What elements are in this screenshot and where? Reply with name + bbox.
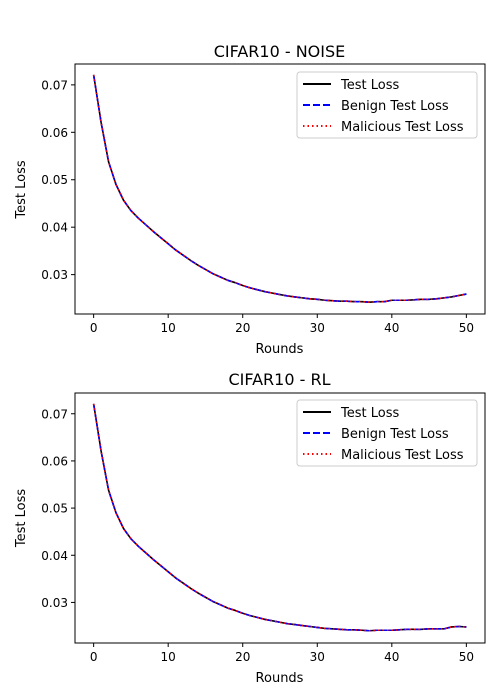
plot-area: 0 10 20 30 40 50 0.03 0.04 0.05 0.06 0.07 — [41, 392, 486, 664]
y-tick-label: 0.04 — [41, 221, 68, 235]
series-line-malicious-test-loss — [92, 74, 467, 303]
legend-label-benign-test-loss: Benign Test Loss — [341, 427, 449, 442]
y-tick-label: 0.06 — [41, 126, 68, 140]
x-tick-label: 30 — [310, 321, 325, 335]
chart-panel-rl: CIFAR10 - RL 0 10 20 30 40 50 0.03 0.04 0.05 0.06… — [14, 370, 486, 686]
plot-area: 0 10 20 30 40 50 0.03 0.04 0.05 0.06 0.07 — [41, 63, 486, 335]
legend-label-benign-test-loss: Benign Test Loss — [341, 99, 449, 114]
x-tick-label: 10 — [161, 650, 176, 664]
legend-frame — [296, 399, 478, 467]
x-tick-label: 50 — [459, 321, 474, 335]
x-tick-label: 40 — [384, 321, 399, 335]
x-tick-label: 10 — [161, 321, 176, 335]
y-tick-label: 0.05 — [41, 502, 68, 516]
x-axis-label: Rounds — [256, 671, 304, 686]
x-tick-label: 20 — [235, 321, 250, 335]
x-tick-label: 50 — [459, 650, 474, 664]
x-tick-label: 30 — [310, 650, 325, 664]
legend: Test Loss Benign Test Loss Malicious Tes… — [296, 399, 478, 467]
x-axis-label: Rounds — [256, 342, 304, 357]
legend-label-malicious-test-loss: Malicious Test Loss — [341, 448, 464, 463]
series-line-malicious-test-loss — [92, 403, 467, 632]
legend-label-malicious-test-loss: Malicious Test Loss — [341, 120, 464, 135]
x-tick-label: 0 — [90, 321, 98, 335]
y-tick-label: 0.03 — [41, 268, 68, 282]
legend-frame — [296, 71, 478, 139]
y-tick-label: 0.06 — [41, 454, 68, 468]
y-tick-label: 0.05 — [41, 173, 68, 187]
legend-label-test-loss: Test Loss — [340, 78, 399, 93]
y-axis-label: Test Loss — [14, 489, 29, 548]
x-tick-label: 20 — [235, 650, 250, 664]
chart-title: CIFAR10 - RL — [228, 370, 330, 389]
y-axis-label: Test Loss — [14, 160, 29, 219]
axes-frame — [74, 63, 486, 315]
legend: Test Loss Benign Test Loss Malicious Tes… — [296, 71, 478, 139]
x-tick-label: 40 — [384, 650, 399, 664]
y-tick-label: 0.07 — [41, 407, 68, 421]
chart-panel-noise: CIFAR10 - NOISE 0 10 20 30 40 500.030.040.050… — [14, 42, 486, 357]
x-tick-label: 0 — [90, 650, 98, 664]
y-tick-label: 0.04 — [41, 549, 68, 563]
legend-label-test-loss: Test Loss — [340, 406, 399, 421]
axes-frame — [74, 392, 486, 644]
chart-title: CIFAR10 - NOISE — [214, 42, 346, 61]
y-tick-label: 0.03 — [41, 596, 68, 610]
y-tick-label: 0.07 — [41, 78, 68, 92]
